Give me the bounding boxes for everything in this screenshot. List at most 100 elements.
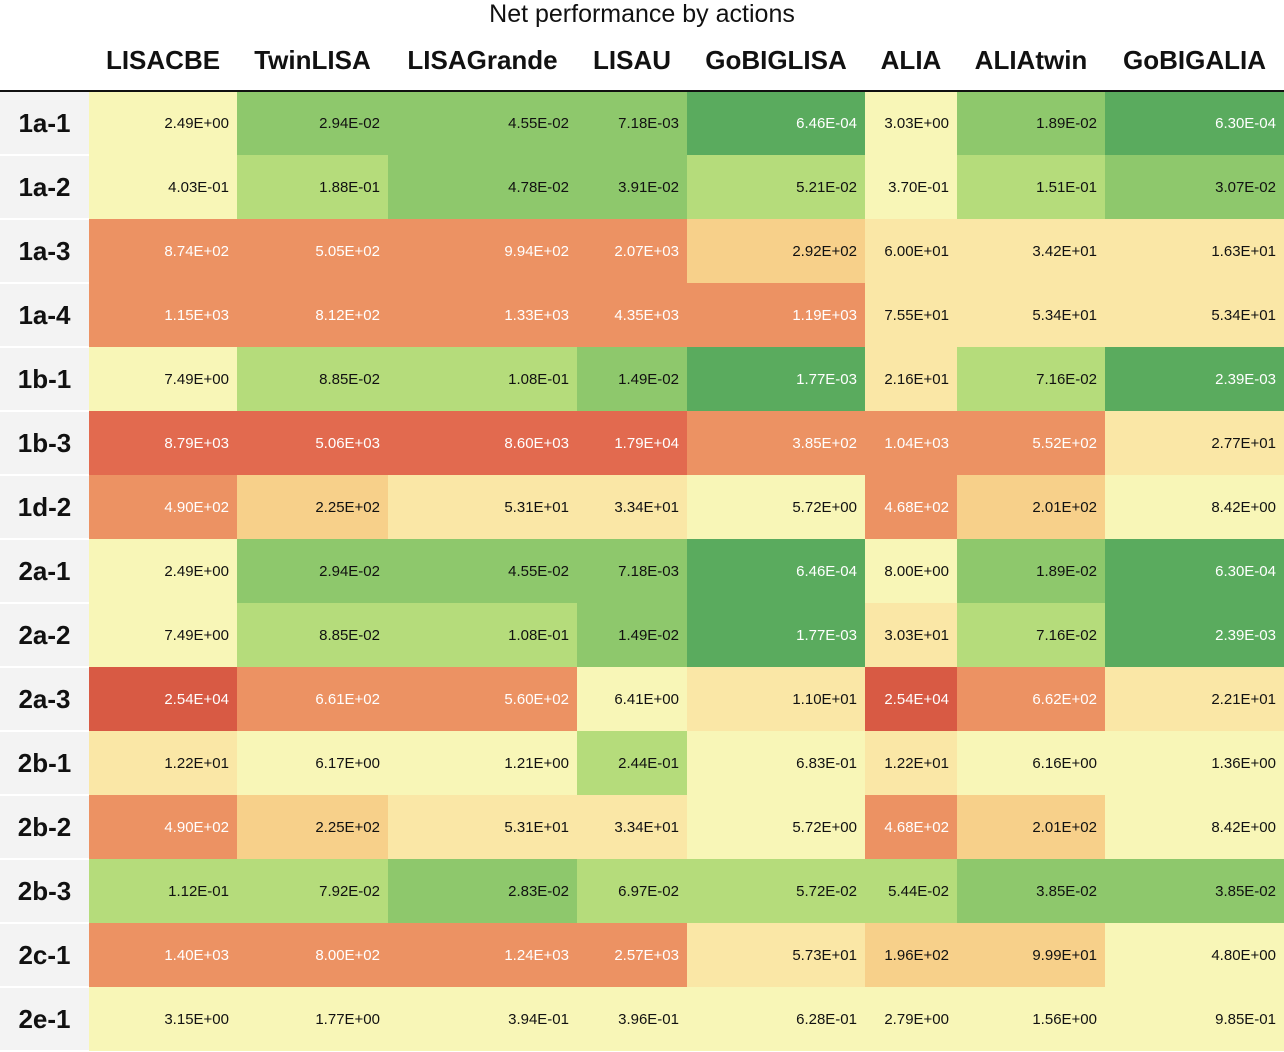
heatmap-cell: 7.55E+01 bbox=[865, 283, 957, 347]
heatmap-cell: 4.90E+02 bbox=[89, 795, 237, 859]
heatmap-cell: 6.30E-04 bbox=[1105, 91, 1284, 155]
column-header: ALIAtwin bbox=[957, 30, 1105, 92]
heatmap-cell: 8.74E+02 bbox=[89, 219, 237, 283]
row-header: 2a-2 bbox=[0, 603, 89, 668]
heatmap-cell: 2.01E+02 bbox=[957, 795, 1105, 859]
heatmap-cell: 1.15E+03 bbox=[89, 283, 237, 347]
heatmap-cell: 1.36E+00 bbox=[1105, 731, 1284, 795]
table-row: 1a-1 2.49E+00 2.94E-02 4.55E-02 7.18E-03 6.46… bbox=[0, 91, 1284, 156]
heatmap-cell: 8.42E+00 bbox=[1105, 475, 1284, 539]
row-header: 2a-1 bbox=[0, 539, 89, 604]
heatmap-cell: 6.62E+02 bbox=[957, 667, 1105, 731]
row-header: 2b-1 bbox=[0, 731, 89, 796]
heatmap-cell: 5.06E+03 bbox=[237, 411, 388, 475]
heatmap-cell: 4.68E+02 bbox=[865, 795, 957, 859]
chart-title: Net performance by actions bbox=[489, 0, 795, 28]
heatmap-cell: 5.34E+01 bbox=[957, 283, 1105, 347]
heatmap-cell: 8.79E+03 bbox=[89, 411, 237, 475]
heatmap-cell: 5.34E+01 bbox=[1105, 283, 1284, 347]
table-row: 2a-1 2.49E+00 2.94E-02 4.55E-02 7.18E-03 6.46… bbox=[0, 539, 1284, 604]
heatmap-cell: 1.40E+03 bbox=[89, 923, 237, 987]
table-row: 1a-3 8.74E+02 5.05E+02 9.94E+02 2.07E+03 2.92… bbox=[0, 219, 1284, 284]
heatmap-cell: 3.85E-02 bbox=[957, 859, 1105, 923]
heatmap-cell: 1.08E-01 bbox=[388, 347, 577, 411]
table-row: 1d-2 4.90E+02 2.25E+02 5.31E+01 3.34E+01 5.72… bbox=[0, 475, 1284, 540]
heatmap-cell: 2.16E+01 bbox=[865, 347, 957, 411]
heatmap-cell: 2.39E-03 bbox=[1105, 347, 1284, 411]
heatmap-cell: 8.85E-02 bbox=[237, 603, 388, 667]
heatmap-cell: 2.25E+02 bbox=[237, 475, 388, 539]
heatmap-cell: 7.16E-02 bbox=[957, 603, 1105, 667]
heatmap-cell: 2.57E+03 bbox=[577, 923, 687, 987]
heatmap-cell: 7.49E+00 bbox=[89, 347, 237, 411]
heatmap-cell: 7.16E-02 bbox=[957, 347, 1105, 411]
heatmap-cell: 8.12E+02 bbox=[237, 283, 388, 347]
heatmap-table: LISACBE TwinLISA LISAGrande LISAU GoBIGLISA A… bbox=[0, 30, 1284, 1052]
row-header: 2c-1 bbox=[0, 923, 89, 988]
heatmap-cell: 9.85E-01 bbox=[1105, 987, 1284, 1051]
heatmap-cell: 2.54E+04 bbox=[865, 667, 957, 731]
heatmap-cell: 5.60E+02 bbox=[388, 667, 577, 731]
heatmap-cell: 1.63E+01 bbox=[1105, 219, 1284, 283]
heatmap-cell: 3.07E-02 bbox=[1105, 155, 1284, 219]
heatmap-cell: 1.49E-02 bbox=[577, 603, 687, 667]
heatmap-cell: 5.31E+01 bbox=[388, 795, 577, 859]
heatmap-cell: 3.91E-02 bbox=[577, 155, 687, 219]
row-header: 1a-3 bbox=[0, 219, 89, 284]
heatmap-cell: 2.83E-02 bbox=[388, 859, 577, 923]
heatmap-cell: 2.92E+02 bbox=[687, 219, 865, 283]
heatmap-cell: 7.92E-02 bbox=[237, 859, 388, 923]
row-header: 1a-4 bbox=[0, 283, 89, 348]
row-header: 1a-1 bbox=[0, 91, 89, 156]
heatmap-cell: 1.04E+03 bbox=[865, 411, 957, 475]
heatmap-cell: 6.46E-04 bbox=[687, 539, 865, 603]
heatmap-cell: 3.70E-01 bbox=[865, 155, 957, 219]
heatmap-cell: 6.28E-01 bbox=[687, 987, 865, 1051]
heatmap-cell: 4.35E+03 bbox=[577, 283, 687, 347]
table-row: 2a-2 7.49E+00 8.85E-02 1.08E-01 1.49E-02 1.77… bbox=[0, 603, 1284, 668]
table-row: 1a-4 1.15E+03 8.12E+02 1.33E+03 4.35E+03 1.19… bbox=[0, 283, 1284, 348]
heatmap-cell: 8.42E+00 bbox=[1105, 795, 1284, 859]
heatmap-cell: 6.30E-04 bbox=[1105, 539, 1284, 603]
heatmap-cell: 6.16E+00 bbox=[957, 731, 1105, 795]
heatmap-cell: 2.49E+00 bbox=[89, 91, 237, 155]
table-row: 2b-1 1.22E+01 6.17E+00 1.21E+00 2.44E-01 6.83… bbox=[0, 731, 1284, 796]
heatmap-cell: 3.34E+01 bbox=[577, 475, 687, 539]
heatmap-cell: 2.07E+03 bbox=[577, 219, 687, 283]
heatmap-cell: 4.80E+00 bbox=[1105, 923, 1284, 987]
heatmap-cell: 5.21E-02 bbox=[687, 155, 865, 219]
heatmap-cell: 8.85E-02 bbox=[237, 347, 388, 411]
heatmap-cell: 1.56E+00 bbox=[957, 987, 1105, 1051]
heatmap-cell: 8.00E+02 bbox=[237, 923, 388, 987]
heatmap-cell: 6.83E-01 bbox=[687, 731, 865, 795]
heatmap-cell: 7.49E+00 bbox=[89, 603, 237, 667]
heatmap-cell: 4.78E-02 bbox=[388, 155, 577, 219]
heatmap-cell: 8.60E+03 bbox=[388, 411, 577, 475]
heatmap-cell: 2.77E+01 bbox=[1105, 411, 1284, 475]
heatmap-cell: 8.00E+00 bbox=[865, 539, 957, 603]
heatmap-cell: 3.34E+01 bbox=[577, 795, 687, 859]
heatmap-body: 1a-1 2.49E+00 2.94E-02 4.55E-02 7.18E-03 6.46… bbox=[0, 91, 1284, 1052]
heatmap-cell: 4.90E+02 bbox=[89, 475, 237, 539]
table-row: 2a-3 2.54E+04 6.61E+02 5.60E+02 6.41E+00 1.10… bbox=[0, 667, 1284, 732]
heatmap-cell: 4.03E-01 bbox=[89, 155, 237, 219]
heatmap-cell: 2.94E-02 bbox=[237, 539, 388, 603]
heatmap-cell: 1.08E-01 bbox=[388, 603, 577, 667]
heatmap-cell: 3.03E+01 bbox=[865, 603, 957, 667]
heatmap-cell: 2.49E+00 bbox=[89, 539, 237, 603]
column-header: GoBIGALIA bbox=[1105, 30, 1284, 92]
heatmap-cell: 1.79E+04 bbox=[577, 411, 687, 475]
heatmap-cell: 1.89E-02 bbox=[957, 91, 1105, 155]
heatmap-cell: 5.05E+02 bbox=[237, 219, 388, 283]
row-header: 1a-2 bbox=[0, 155, 89, 220]
table-row: 2b-3 1.12E-01 7.92E-02 2.83E-02 6.97E-02 5.72… bbox=[0, 859, 1284, 924]
heatmap-cell: 1.89E-02 bbox=[957, 539, 1105, 603]
heatmap-cell: 3.94E-01 bbox=[388, 987, 577, 1051]
column-header: LISACBE bbox=[89, 30, 237, 92]
heatmap-cell: 9.94E+02 bbox=[388, 219, 577, 283]
heatmap-cell: 2.94E-02 bbox=[237, 91, 388, 155]
heatmap-cell: 1.77E-03 bbox=[687, 347, 865, 411]
heatmap-cell: 6.46E-04 bbox=[687, 91, 865, 155]
column-header: GoBIGLISA bbox=[687, 30, 865, 92]
heatmap-cell: 1.22E+01 bbox=[865, 731, 957, 795]
